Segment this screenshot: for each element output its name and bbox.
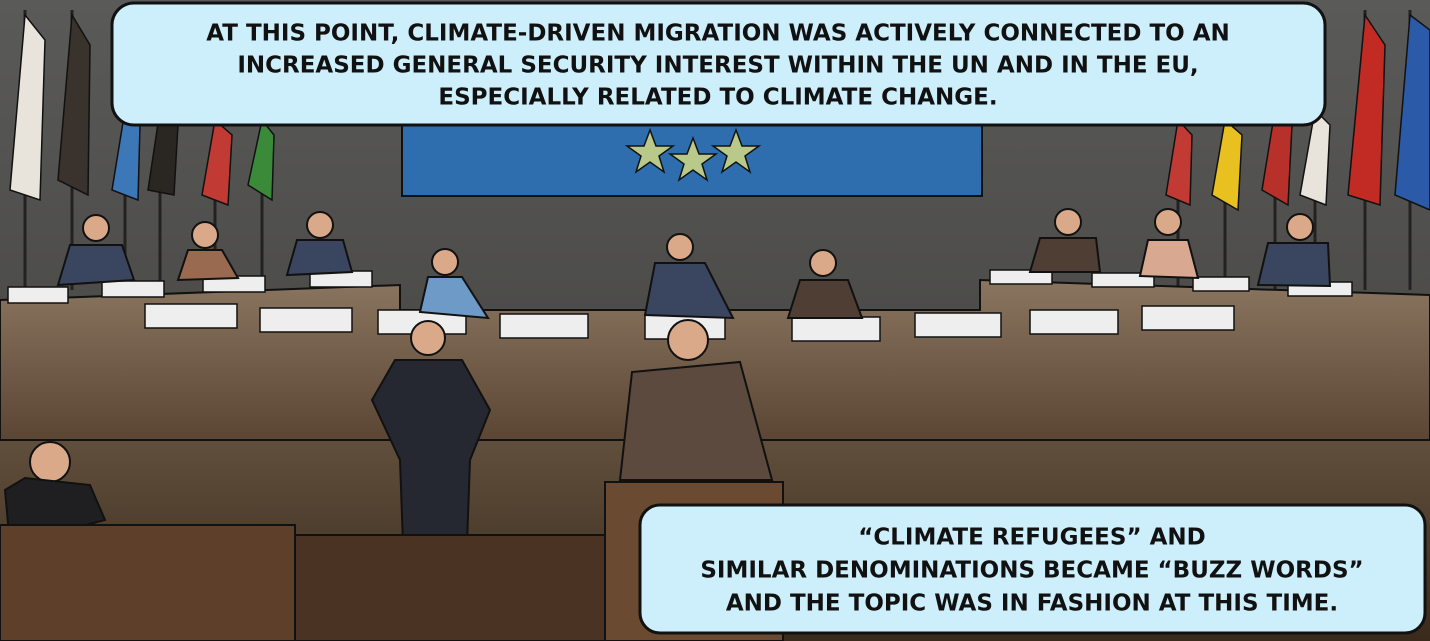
caption-box — [110, 1, 1327, 127]
caption-line: INCREASED GENERAL SECURITY INTEREST WITH… — [237, 53, 1198, 79]
caption-bottom: “CLIMATE REFUGEES” AND SIMILAR DENOMINAT… — [638, 503, 1427, 635]
caption-line: AT THIS POINT, CLIMATE-DRIVEN MIGRATION … — [206, 21, 1230, 47]
caption-line: “CLIMATE REFUGEES” AND — [858, 525, 1205, 551]
caption-box — [638, 503, 1427, 635]
caption-line: ESPECIALLY RELATED TO CLIMATE CHANGE. — [438, 85, 997, 111]
caption-line: SIMILAR DENOMINATIONS BECAME “BUZZ WORDS… — [700, 558, 1363, 584]
caption-top: AT THIS POINT, CLIMATE-DRIVEN MIGRATION … — [110, 1, 1327, 127]
caption-line: AND THE TOPIC WAS IN FASHION AT THIS TIM… — [726, 591, 1338, 617]
